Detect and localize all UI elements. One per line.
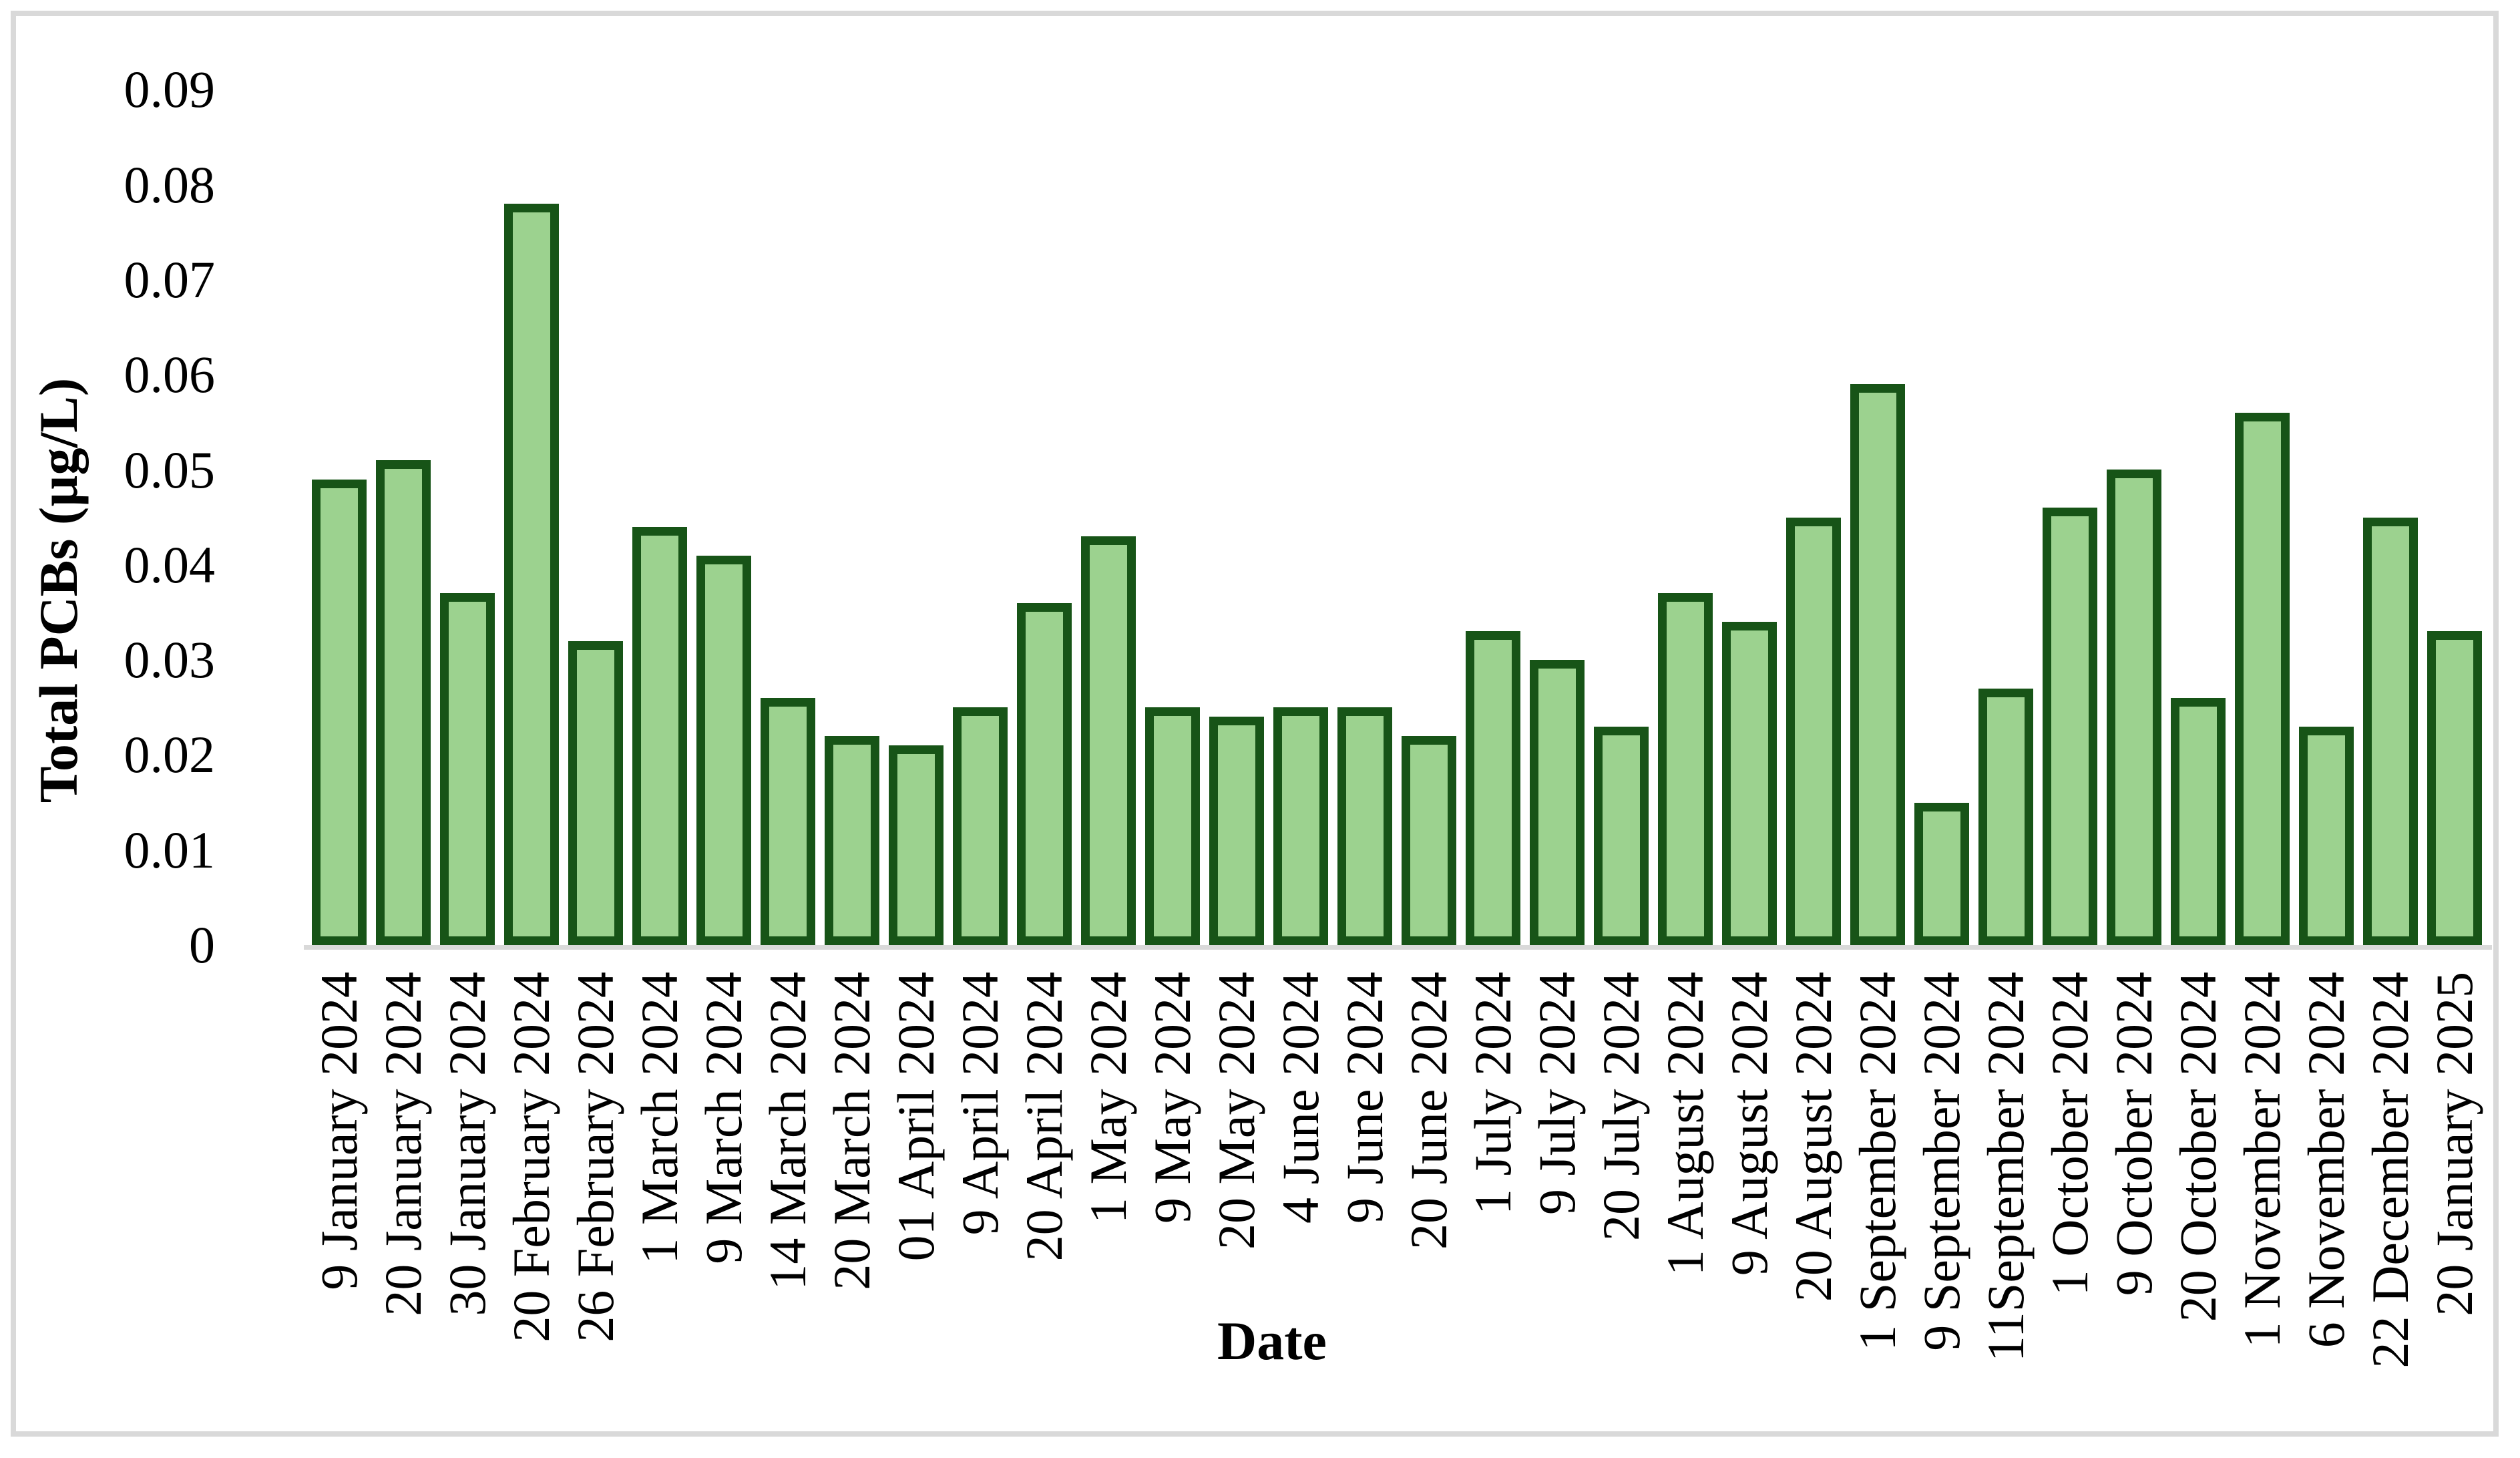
bar [1209, 717, 1264, 945]
bar [889, 745, 943, 945]
y-axis-tick-label: 0.01 [124, 820, 216, 879]
bar [2299, 727, 2354, 945]
bar [2043, 508, 2097, 945]
x-axis-tick-label: 9 July 2024 [1528, 972, 1586, 1216]
y-axis-tick-label: 0.06 [124, 345, 216, 404]
bar [2171, 698, 2226, 945]
x-axis-tick-label: 20 January 2024 [374, 972, 432, 1316]
bar [696, 556, 751, 945]
bar [1786, 518, 1841, 945]
x-axis-tick-label: 22 December 2024 [2361, 972, 2419, 1369]
y-axis-tick-label: 0 [189, 916, 215, 974]
bar [440, 593, 495, 945]
x-axis-title: Date [1217, 1310, 1327, 1371]
bar [1530, 660, 1585, 945]
bar [504, 204, 559, 945]
bar [1594, 727, 1649, 945]
x-axis-tick-label: 9 April 2024 [951, 972, 1009, 1236]
bar [2235, 413, 2290, 945]
y-axis-tick-label: 0.09 [124, 60, 216, 119]
x-axis-tick-label: 20 January 2025 [2425, 972, 2483, 1316]
bar [1145, 707, 1200, 945]
x-axis-tick-label: 20 October 2024 [2169, 972, 2227, 1322]
x-axis-tick-label: 1 November 2024 [2233, 972, 2291, 1348]
x-axis-tick-label: 9 August 2024 [1720, 972, 1778, 1276]
x-axis-tick-label: 9 January 2024 [310, 972, 368, 1290]
bar [568, 641, 623, 945]
x-axis-tick-label: 20 April 2024 [1015, 972, 1073, 1262]
chart-frame [11, 11, 2499, 1437]
y-axis-title: Total PCBs (µg/L) [28, 377, 89, 803]
x-axis-line [304, 945, 2492, 950]
y-axis-tick-label: 0.04 [124, 535, 216, 594]
y-axis-tick-label: 0.08 [124, 155, 216, 214]
y-axis-tick-label: 0.05 [124, 440, 216, 499]
x-axis-tick-label: 20 August 2024 [1784, 972, 1842, 1302]
x-axis-tick-label: 1 March 2024 [630, 972, 688, 1264]
x-axis-tick-label: 26 February 2024 [566, 972, 624, 1342]
y-axis-tick-label: 0.02 [124, 725, 216, 784]
x-axis-tick-label: 20 March 2024 [823, 972, 881, 1290]
x-axis-tick-label: 20 July 2024 [1592, 972, 1650, 1242]
x-axis-tick-label: 11September 2024 [1976, 972, 2035, 1362]
bar [376, 460, 431, 945]
bar [1402, 736, 1456, 945]
x-axis-tick-label: 9 September 2024 [1912, 972, 1970, 1351]
bar [825, 736, 879, 945]
bar [953, 707, 1008, 945]
bar [1337, 707, 1392, 945]
x-axis-tick-label: 1 September 2024 [1848, 972, 1906, 1351]
bar [2427, 631, 2482, 945]
x-axis-tick-label: 14 March 2024 [759, 972, 817, 1290]
bar [1722, 622, 1777, 945]
x-axis-tick-label: 9 March 2024 [694, 972, 753, 1264]
x-axis-tick-label: 01 April 2024 [887, 972, 945, 1262]
y-axis-tick-label: 0.07 [124, 250, 216, 309]
y-axis-tick-label: 0.03 [124, 630, 216, 689]
bar [2107, 470, 2161, 945]
x-axis-tick-label: 6 November 2024 [2297, 972, 2355, 1348]
x-axis-tick-label: 20 February 2024 [502, 972, 560, 1342]
bar [1466, 631, 1520, 945]
bar [1017, 603, 1072, 945]
bar [312, 480, 367, 945]
bar [1081, 536, 1136, 945]
bar [1658, 593, 1713, 945]
bar [1850, 384, 1905, 945]
bar [1978, 689, 2033, 945]
x-axis-tick-label: 1 October 2024 [2041, 972, 2099, 1296]
bar [2363, 518, 2418, 945]
bar [632, 527, 687, 945]
x-axis-tick-label: 30 January 2024 [438, 972, 496, 1316]
x-axis-tick-label: 9 October 2024 [2105, 972, 2163, 1296]
bar [1273, 707, 1328, 945]
x-axis-tick-label: 1 August 2024 [1656, 972, 1714, 1276]
bar [761, 698, 815, 945]
bar [1914, 803, 1969, 945]
